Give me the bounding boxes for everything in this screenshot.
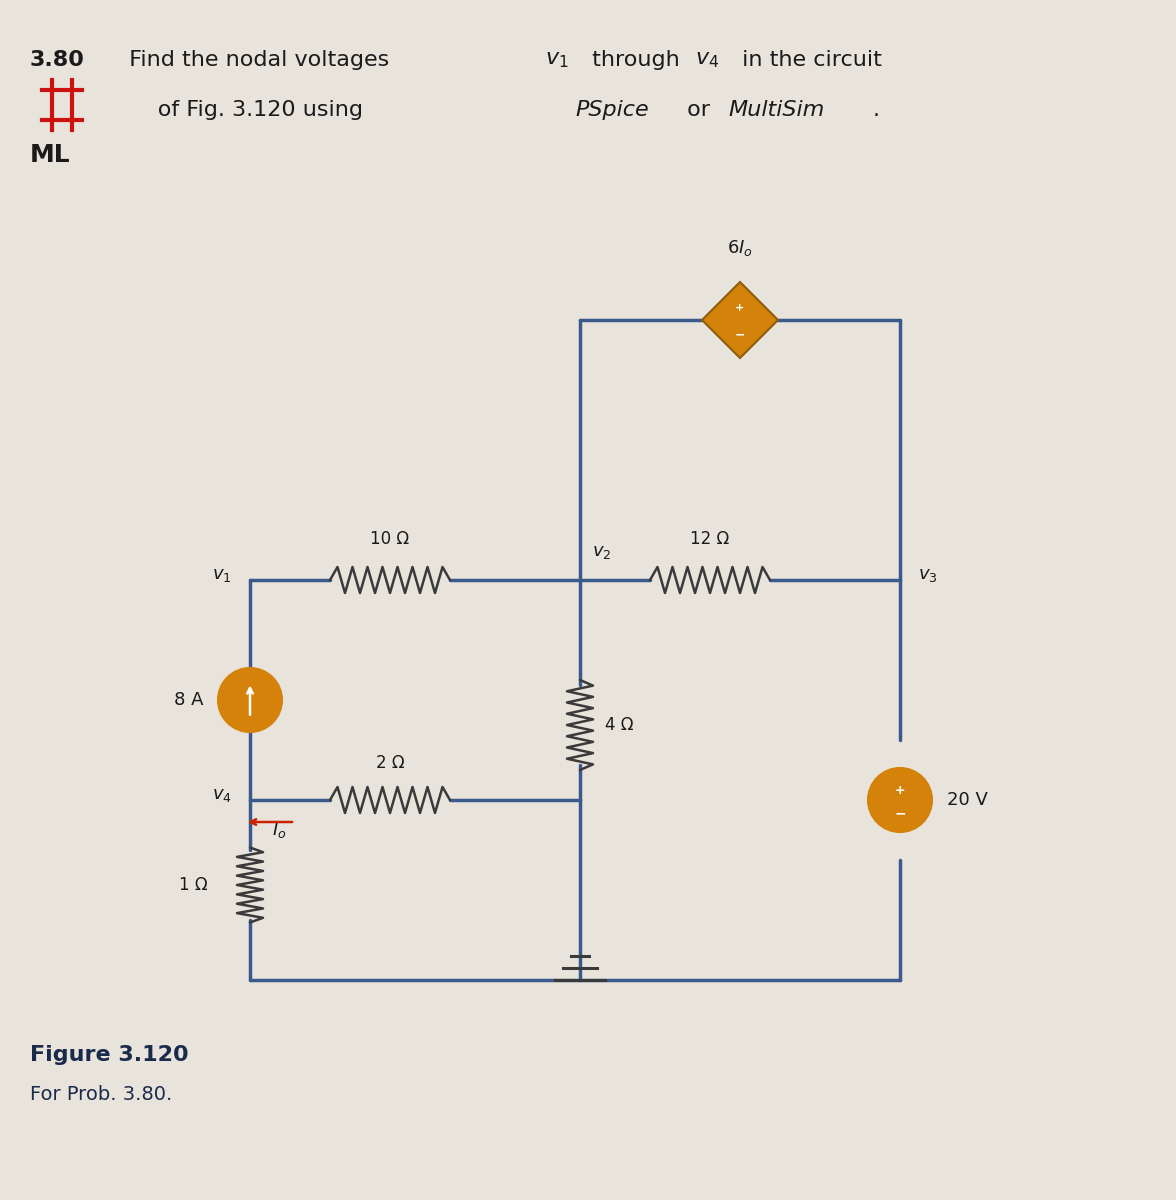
Text: $v_4$: $v_4$ xyxy=(212,786,232,804)
Text: −: − xyxy=(894,806,906,820)
Circle shape xyxy=(218,668,282,732)
Text: 3.80: 3.80 xyxy=(31,50,85,70)
Text: ML: ML xyxy=(31,143,71,167)
Text: +: + xyxy=(735,302,744,313)
Text: in the circuit: in the circuit xyxy=(735,50,882,70)
Text: $I_o$: $I_o$ xyxy=(272,820,287,840)
Text: through: through xyxy=(584,50,687,70)
Text: $v_1$: $v_1$ xyxy=(544,50,568,70)
Text: Find the nodal voltages: Find the nodal voltages xyxy=(115,50,396,70)
Text: $v_4$: $v_4$ xyxy=(695,50,719,70)
Text: MultiSim: MultiSim xyxy=(728,100,824,120)
Text: .: . xyxy=(873,100,880,120)
Text: $v_1$: $v_1$ xyxy=(213,566,232,584)
Text: $v_3$: $v_3$ xyxy=(918,566,937,584)
Text: For Prob. 3.80.: For Prob. 3.80. xyxy=(31,1086,172,1104)
Text: $6I_o$: $6I_o$ xyxy=(727,238,753,258)
Polygon shape xyxy=(702,282,779,358)
Text: 20 V: 20 V xyxy=(947,791,988,809)
Text: $v_2$: $v_2$ xyxy=(592,542,612,560)
Text: 8 A: 8 A xyxy=(174,691,203,709)
Text: −: − xyxy=(735,329,746,342)
Text: +: + xyxy=(895,784,906,797)
Text: 1 Ω: 1 Ω xyxy=(180,876,208,894)
Text: or: or xyxy=(680,100,717,120)
Text: 12 Ω: 12 Ω xyxy=(690,530,729,548)
Circle shape xyxy=(868,768,933,832)
Text: 10 Ω: 10 Ω xyxy=(370,530,409,548)
Text: PSpice: PSpice xyxy=(575,100,649,120)
Text: of Fig. 3.120 using: of Fig. 3.120 using xyxy=(115,100,370,120)
Text: 2 Ω: 2 Ω xyxy=(375,754,405,772)
Text: Figure 3.120: Figure 3.120 xyxy=(31,1045,188,1066)
Text: 4 Ω: 4 Ω xyxy=(604,716,634,734)
